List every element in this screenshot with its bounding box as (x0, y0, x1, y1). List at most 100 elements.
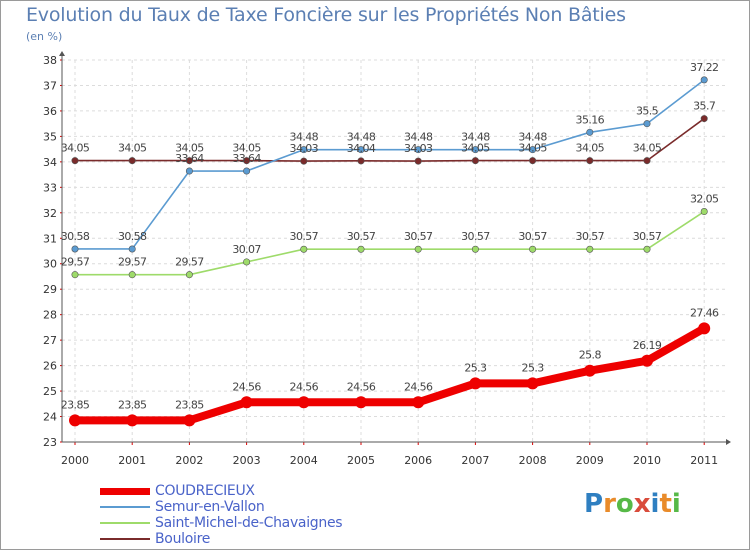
data-label-semur-en-vallon: 33.64 (175, 152, 204, 165)
data-label-bouloire: 34.04 (347, 142, 376, 155)
series-bouloire (71, 115, 708, 165)
y-tick-label: 31 (43, 232, 57, 245)
series-line-bouloire (74, 117, 706, 162)
data-label-semur-en-vallon: 34.48 (518, 131, 547, 144)
legend-item-semur-en-vallon: Semur-en-Vallon (100, 499, 342, 515)
data-point-semur-en-vallon (300, 146, 308, 154)
data-label-coudrecieux: 24.56 (404, 380, 433, 393)
y-tick-label: 28 (43, 309, 57, 322)
data-label-semur-en-vallon: 30.58 (118, 230, 147, 243)
data-point-saint-michel-de-chavaignes (300, 245, 308, 253)
data-point-semur-en-vallon (471, 146, 479, 154)
legend-label-semur-en-vallon: Semur-en-Vallon (155, 499, 265, 515)
data-label-coudrecieux: 27.46 (690, 306, 719, 319)
data-point-bouloire (471, 157, 479, 165)
data-point-semur-en-vallon (71, 245, 79, 253)
x-tick-label: 2009 (576, 454, 604, 467)
data-label-coudrecieux: 23.85 (118, 398, 147, 411)
series-line-saint-michel-de-chavaignes (74, 210, 706, 276)
y-tick-label: 33 (43, 181, 57, 194)
data-point-semur-en-vallon (128, 245, 136, 253)
data-label-saint-michel-de-chavaignes: 29.57 (61, 256, 90, 269)
data-label-saint-michel-de-chavaignes: 30.57 (461, 230, 490, 243)
data-point-coudrecieux (355, 396, 367, 409)
legend-label-saint-michel-de-chavaignes: Saint-Michel-de-Chavaignes (155, 515, 343, 531)
x-tick-label: 2010 (633, 454, 661, 467)
data-label-coudrecieux: 24.56 (290, 380, 319, 393)
y-tick-label: 27 (43, 334, 57, 347)
legend-label-bouloire: Bouloire (155, 531, 211, 547)
data-label-semur-en-vallon: 34.48 (404, 131, 433, 144)
data-point-semur-en-vallon (586, 128, 594, 136)
y-tick-label: 36 (43, 105, 57, 118)
x-tick-label: 2004 (290, 454, 318, 467)
x-tick-label: 2011 (690, 454, 718, 467)
data-point-coudrecieux (183, 414, 196, 427)
data-point-coudrecieux (583, 364, 596, 377)
data-point-bouloire (357, 157, 365, 165)
data-point-saint-michel-de-chavaignes (71, 271, 79, 279)
data-point-saint-michel-de-chavaignes (529, 245, 537, 253)
data-point-coudrecieux (297, 396, 310, 409)
data-label-bouloire: 34.03 (290, 142, 319, 155)
logo-letter: i (650, 489, 660, 519)
data-label-semur-en-vallon: 30.58 (61, 230, 90, 243)
data-point-semur-en-vallon (185, 167, 193, 175)
y-tick-label: 24 (43, 411, 57, 424)
data-label-semur-en-vallon: 34.48 (461, 131, 490, 144)
data-point-saint-michel-de-chavaignes (243, 258, 251, 266)
data-label-saint-michel-de-chavaignes: 30.57 (518, 230, 547, 243)
y-axis-unit-label: (en %) (26, 30, 63, 43)
legend-swatch-saint-michel-de-chavaignes (100, 522, 150, 524)
y-tick-label: 34 (43, 156, 57, 169)
data-point-bouloire (185, 157, 193, 165)
logo-letter: P (584, 489, 604, 519)
legend-label-coudrecieux: COUDRECIEUX (155, 483, 255, 499)
data-label-saint-michel-de-chavaignes: 30.57 (633, 230, 662, 243)
logo-letter: i (671, 489, 681, 519)
data-label-bouloire: 34.03 (404, 142, 433, 155)
data-label-semur-en-vallon: 33.64 (232, 152, 261, 165)
data-point-semur-en-vallon (643, 120, 651, 128)
legend-item-coudrecieux: COUDRECIEUX (100, 483, 342, 499)
x-tick-label: 2006 (404, 454, 432, 467)
y-tick-label: 30 (43, 258, 57, 271)
legend-item-bouloire: Bouloire (100, 531, 342, 547)
data-point-saint-michel-de-chavaignes (128, 271, 136, 279)
data-label-coudrecieux: 23.85 (175, 398, 204, 411)
data-label-saint-michel-de-chavaignes: 30.57 (576, 230, 605, 243)
data-label-saint-michel-de-chavaignes: 30.07 (232, 243, 261, 256)
data-point-bouloire (300, 157, 308, 165)
data-label-semur-en-vallon: 34.48 (347, 131, 376, 144)
x-tick-label: 2008 (519, 454, 547, 467)
data-point-bouloire (643, 157, 651, 165)
y-tick-label: 23 (43, 436, 57, 449)
y-axis-arrow (59, 51, 65, 56)
y-tick-label: 32 (43, 207, 57, 220)
y-tick-label: 37 (43, 79, 57, 92)
x-tick-label: 2003 (233, 454, 261, 467)
logo-letter: t (659, 489, 672, 519)
data-point-bouloire (243, 157, 251, 165)
data-label-coudrecieux: 26.19 (633, 339, 662, 352)
series-saint-michel-de-chavaignes (71, 208, 708, 279)
data-label-bouloire: 34.05 (232, 142, 261, 155)
data-point-bouloire (128, 157, 136, 165)
data-label-semur-en-vallon: 35.16 (576, 113, 605, 126)
y-tick-label: 38 (43, 54, 57, 67)
data-point-bouloire (414, 157, 422, 165)
data-point-semur-en-vallon (414, 146, 422, 154)
series-coudrecieux (69, 322, 711, 427)
data-label-semur-en-vallon: 35.5 (636, 105, 659, 118)
data-point-saint-michel-de-chavaignes (643, 245, 651, 253)
data-point-coudrecieux (641, 354, 653, 367)
proxiti-logo: Proxiti (584, 489, 681, 519)
logo-letter: o (615, 489, 634, 519)
legend-swatch-semur-en-vallon (100, 506, 150, 508)
data-label-coudrecieux: 23.85 (61, 398, 90, 411)
data-label-coudrecieux: 25.3 (464, 361, 487, 374)
data-label-bouloire: 34.05 (633, 142, 662, 155)
logo-letter: r (603, 489, 616, 519)
x-tick-label: 2002 (175, 454, 203, 467)
